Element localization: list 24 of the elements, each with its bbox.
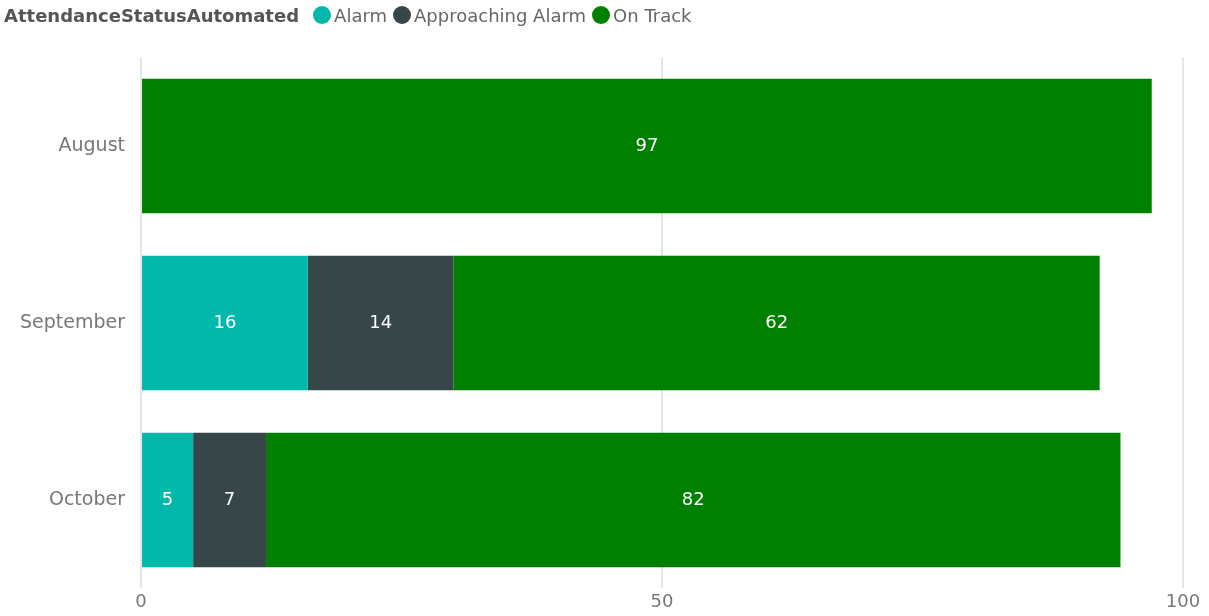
data-label: 82 [681,487,705,509]
bar [193,432,267,568]
x-tick-label: 50 [650,589,674,611]
bar [266,432,1121,568]
y-tick-label: August [58,132,126,155]
bar [307,255,454,391]
bar [142,255,308,391]
legend-label: On Track [613,4,692,26]
data-label: 7 [223,487,236,509]
y-tick-label: October [48,486,126,509]
data-label: 62 [765,310,789,332]
y-tick-label: September [19,309,126,332]
bar [142,432,194,568]
legend-label: Alarm [334,4,388,26]
data-label: 97 [635,133,659,155]
bar [142,78,1152,214]
x-tick-label: 100 [1165,589,1201,611]
data-label: 16 [213,310,237,332]
x-tick-label: 0 [135,589,147,611]
legend-title: AttendanceStatusAutomated [4,4,300,26]
bar [453,255,1100,391]
legend-label: Approaching Alarm [414,4,587,26]
data-label: 14 [369,310,393,332]
data-label: 5 [161,487,174,509]
